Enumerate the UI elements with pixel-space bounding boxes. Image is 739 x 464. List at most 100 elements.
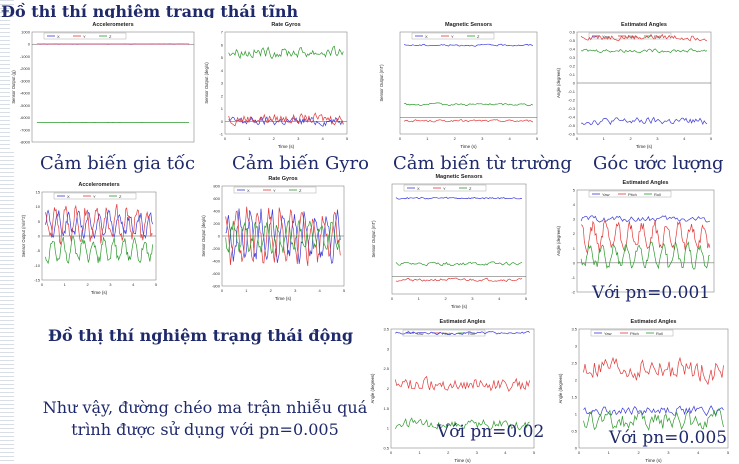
y-tick-label: 0.4 <box>569 47 575 52</box>
y-tick-label: 0 <box>28 42 31 47</box>
chart-svg: Rate Gyros X Y Z 800 600 400 200 0 -200 -400 -600 -8… <box>201 176 346 301</box>
chart-title: Estimated Angles <box>631 319 677 325</box>
series-line-z <box>45 235 153 265</box>
chart-title: Rate Gyros <box>271 22 300 28</box>
legend-label: Z <box>477 34 480 39</box>
y-tick-label: -15 <box>34 278 41 283</box>
x-tick-label: 1 <box>418 450 421 455</box>
y-tick-label: -800 <box>212 284 221 289</box>
y-axis-label: Sensor Output (m/s^2) <box>21 214 26 257</box>
y-tick-label: -2000 <box>20 66 31 71</box>
x-tick-label: 0 <box>41 282 44 287</box>
chart-svg: Magnetic Sensors X Y Z 0 1 2 3 4 5 Time (s) Sensor … <box>371 174 528 309</box>
y-tick-label: -1000 <box>20 54 31 59</box>
plot-frame <box>31 31 195 143</box>
chart-legend: X Y Z <box>43 32 127 40</box>
plot-frame <box>391 183 527 295</box>
legend-label: Z <box>469 186 472 191</box>
y-tick-label: 4 <box>573 202 576 207</box>
chart-title: Estimated Angles <box>623 180 669 186</box>
x-axis-label: Time (s) <box>454 458 471 463</box>
legend-label: Y <box>93 194 96 199</box>
y-tick-label: -600 <box>212 271 221 276</box>
series-line-y <box>403 119 534 123</box>
series-line-roll <box>580 241 710 270</box>
series-line-yaw <box>583 405 724 417</box>
series-line-roll <box>580 48 708 54</box>
y-axis-label: Angle (degrees) <box>556 67 561 97</box>
x-tick-label: 3 <box>297 136 300 141</box>
y-tick-label: 0 <box>575 446 578 451</box>
plot-static-accel: Accelerometers X Y Z 1000 0 -1000 -2000 -3000 -40… <box>10 18 200 150</box>
chart-legend: X Y Z <box>53 192 137 200</box>
y-axis-label: Sensor Output (mT) <box>371 220 376 258</box>
y-tick-label: 2 <box>573 231 576 236</box>
y-tick-label: -400 <box>212 259 221 264</box>
legend-label: Y <box>443 186 446 191</box>
x-tick-label: 0 <box>390 450 393 455</box>
caption-mag: Cảm biến từ trường <box>393 153 572 174</box>
legend-label: Yaw <box>602 192 610 197</box>
y-tick-label: -1 <box>219 132 223 137</box>
x-tick-label: 0 <box>391 296 394 301</box>
x-tick-label: 3 <box>481 136 484 141</box>
conclusion-text: Như vậy, đường chéo ma trận nhiễu quá tr… <box>40 397 370 441</box>
legend-label: Yaw <box>416 331 424 336</box>
series-line-z <box>395 261 523 267</box>
legend-label: Z <box>109 34 112 39</box>
y-tick-label: -3000 <box>20 78 31 83</box>
x-tick-label: 0 <box>221 288 224 293</box>
x-tick-label: 4 <box>321 136 324 141</box>
title-dynamic: Đồ thị thí nghiệm trạng thái động <box>48 326 354 345</box>
y-tick-label: 1 <box>575 412 578 417</box>
y-axis-label: Sensor Output (g) <box>11 70 16 104</box>
chart-legend: X Y Z <box>233 186 317 194</box>
series-line-y <box>395 277 523 282</box>
conclusion-line-1: Như vậy, đường chéo ma trận nhiễu quá <box>42 398 368 417</box>
y-tick-label: 10 <box>36 204 41 209</box>
y-tick-label: 2 <box>575 378 578 383</box>
x-axis-label: Time (s) <box>645 458 662 463</box>
y-tick-label: -0.1 <box>568 89 576 94</box>
y-tick-label: 0 <box>218 234 221 239</box>
legend-label: Y <box>273 188 276 193</box>
y-tick-label: -2 <box>571 290 575 295</box>
series-line-z <box>228 45 344 60</box>
x-tick-label: 3 <box>656 136 659 141</box>
y-tick-label: 0 <box>221 119 224 124</box>
y-axis-label: Sensor Output (deg/s) <box>204 62 209 104</box>
plot-dynamic-angles-001: Estimated Angles Yaw Pitch Roll 5 4 3 2 1 0 -1 -2 An… <box>555 176 720 300</box>
chart-svg: Accelerometers X Y Z 1000 0 -1000 -2000 -3000 -40… <box>11 22 195 145</box>
x-tick-label: 2 <box>273 136 276 141</box>
y-tick-label: -7000 <box>20 127 31 132</box>
y-tick-label: 0.5 <box>569 38 575 43</box>
series-line-y <box>225 206 341 267</box>
title-static: Đồ thị thí nghiệm trạng thái tĩnh <box>1 2 299 21</box>
y-tick-label: -200 <box>212 246 221 251</box>
y-tick-label: 5 <box>573 188 576 193</box>
chart-svg: Magnetic Sensors X Y Z 0 1 2 3 4 5 Time (s) Sensor … <box>379 22 539 149</box>
x-tick-label: 5 <box>343 288 346 293</box>
chart-title: Estimated Angles <box>440 319 486 325</box>
y-tick-label: 0.5 <box>383 446 389 451</box>
chart-legend: X Y Z <box>403 184 487 192</box>
y-tick-label: 0.1 <box>569 72 575 77</box>
x-tick-label: 0 <box>224 136 227 141</box>
x-tick-label: 5 <box>710 136 713 141</box>
legend-label: Z <box>119 194 122 199</box>
legend-label: Roll <box>656 331 663 336</box>
y-tick-label: 7 <box>221 30 224 35</box>
legend-label: Y <box>451 34 454 39</box>
y-axis-label: Sensor Output (deg/s) <box>201 215 206 257</box>
x-axis-label: Time (s) <box>275 296 292 301</box>
series-line-yaw <box>395 330 530 335</box>
series-line-pitch <box>580 33 708 42</box>
y-tick-label: -0.2 <box>568 98 576 103</box>
y-tick-label: -5 <box>36 248 40 253</box>
y-axis-label: Sensor Output (mT) <box>379 64 384 102</box>
plot-dynamic-accel: Accelerometers X Y Z 15 10 5 0 -5 -10 -15 0 1 2 3 4 5 Tim… <box>20 178 162 296</box>
